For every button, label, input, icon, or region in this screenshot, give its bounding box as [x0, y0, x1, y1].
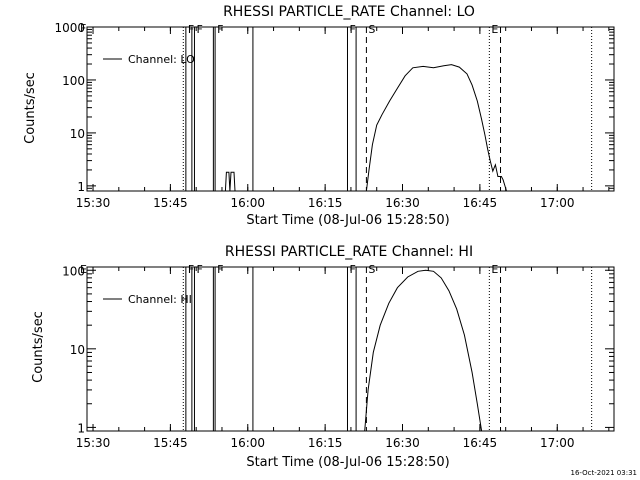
annotation-flag: S: [368, 23, 375, 36]
legend-label: Channel: HI: [128, 293, 192, 306]
annotation-flag: F: [217, 23, 223, 36]
x-tick-label: 16:30: [385, 196, 420, 210]
x-tick-label: 16:45: [463, 196, 498, 210]
annotation-flag: F: [196, 263, 202, 276]
y-tick-label: 10: [70, 127, 85, 141]
x-tick-label: 17:00: [540, 196, 575, 210]
annotation-flag: F: [196, 23, 202, 36]
timestamp: 16-Oct-2021 03:31: [571, 469, 637, 477]
x-tick-label: 16:15: [308, 196, 343, 210]
x-axis-label: Start Time (08-Jul-06 15:28:50): [246, 213, 449, 228]
annotation-flag: S: [368, 263, 375, 276]
legend-label: Channel: LO: [128, 53, 195, 66]
x-tick-label: 16:00: [230, 436, 265, 450]
x-tick-label: 15:45: [153, 196, 188, 210]
annotation-flag: F: [349, 23, 355, 36]
y-tick-label: 1: [77, 180, 85, 194]
y-tick-label: 1: [77, 421, 85, 435]
annotation-flag: F: [217, 263, 223, 276]
flag-label: F: [80, 22, 86, 35]
x-tick-label: 16:30: [385, 436, 420, 450]
x-tick-label: 15:30: [76, 436, 111, 450]
x-axis-label: Start Time (08-Jul-06 15:28:50): [246, 455, 449, 470]
flag-label: E: [80, 263, 87, 276]
annotation-flag: F: [188, 263, 194, 276]
x-tick-label: 16:45: [463, 436, 498, 450]
y-tick-label: 100: [62, 264, 85, 278]
x-tick-label: 16:15: [308, 436, 343, 450]
series-line: [365, 64, 507, 192]
annotation-flag: E: [491, 23, 498, 36]
series-line: [364, 269, 483, 432]
y-axis-label: Counts/sec: [31, 311, 46, 383]
x-tick-label: 17:00: [540, 436, 575, 450]
y-tick-label: 100: [62, 74, 85, 88]
annotation-flag: F: [349, 263, 355, 276]
annotation-flag: E: [491, 263, 498, 276]
annotation-flag: F: [188, 23, 194, 36]
series-line: [224, 171, 236, 192]
chart-title: RHESSI PARTICLE_RATE Channel: LO: [223, 4, 475, 20]
x-tick-label: 15:30: [76, 196, 111, 210]
x-tick-label: 16:00: [230, 196, 265, 210]
y-tick-label: 10: [70, 343, 85, 357]
chart-title: RHESSI PARTICLE_RATE Channel: HI: [225, 244, 473, 260]
x-tick-label: 15:45: [153, 436, 188, 450]
y-tick-label: 1000: [54, 21, 85, 35]
y-axis-label: Counts/sec: [23, 72, 38, 144]
